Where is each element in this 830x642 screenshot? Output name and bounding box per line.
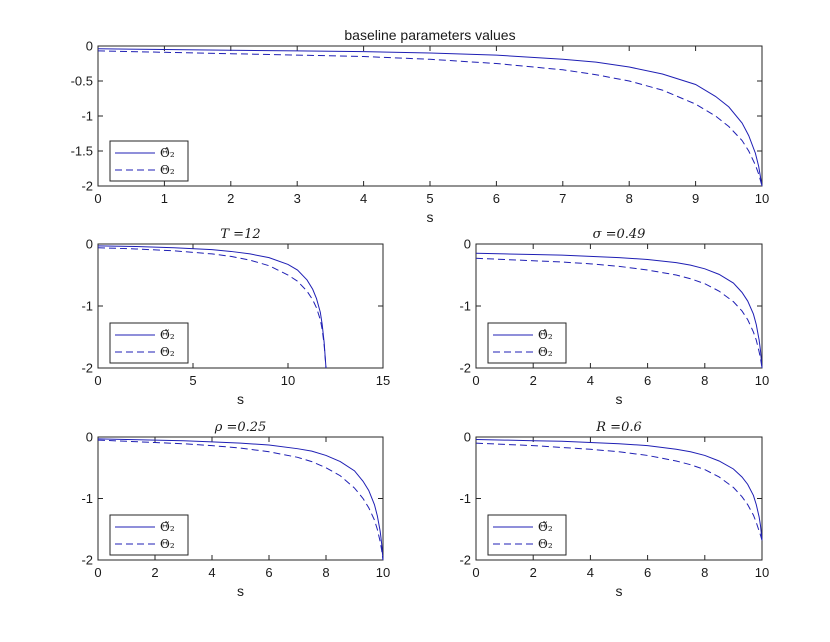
chart-title: baseline parameters values [344, 27, 515, 43]
x-tick-label: 8 [701, 373, 708, 388]
x-tick-label: 6 [265, 565, 272, 580]
legend-box [487, 322, 567, 364]
y-tick-label: -1 [459, 299, 471, 314]
chart-panel-4: 0 2 4 6 8 10 0 -1 -2 ρ =0.25 s Θ̃₂ Θ₂ [81, 420, 390, 599]
x-tick-label: 1 [161, 191, 168, 206]
y-tick-label: -2 [81, 179, 93, 194]
x-tick-label: 10 [376, 565, 390, 580]
y-tick-label: -1 [81, 491, 93, 506]
legend-box [487, 514, 567, 556]
y-tick-label: 0 [86, 430, 93, 445]
series-line-solid [475, 252, 763, 369]
x-tick-label: 2 [530, 565, 537, 580]
y-tick-label: -2 [459, 553, 471, 568]
legend-label: Θ₂ [538, 537, 553, 551]
y-tick-label: -2 [81, 361, 93, 376]
x-tick-label: 4 [587, 373, 594, 388]
legend-box [109, 322, 189, 364]
series-line-solid [97, 245, 327, 369]
x-tick-label: 3 [294, 191, 301, 206]
x-axis-label: s [237, 391, 244, 407]
series-line-dashed [475, 442, 763, 541]
x-tick-label: 6 [644, 373, 651, 388]
legend: Θ̂₂ Θ₂ [487, 322, 567, 364]
chart-panel-5: 0 2 4 6 8 10 0 -1 -2 R =0.6 s Θ̃₂ Θ₂ [459, 420, 769, 599]
legend-label: Θ₂ [160, 537, 175, 551]
x-tick-label: 4 [208, 565, 215, 580]
chart-panel-2: 0 5 10 15 0 -1 -2 T =12 s Θ̃₂ Θ₂ [81, 227, 390, 407]
x-tick-label: 8 [626, 191, 633, 206]
y-tick-label: -1 [459, 491, 471, 506]
chart-title: T =12 [220, 227, 260, 242]
x-tick-label: 6 [493, 191, 500, 206]
x-axis-label: s [616, 583, 623, 599]
chart-panel-3: 0 2 4 6 8 10 0 -1 -2 σ =0.49 s Θ̂₂ Θ₂ [459, 227, 769, 407]
x-tick-label: 7 [559, 191, 566, 206]
x-tick-label: 9 [692, 191, 699, 206]
series-line-dashed [97, 247, 327, 369]
chart-title: R =0.6 [595, 420, 642, 435]
x-tick-label: 2 [227, 191, 234, 206]
x-tick-label: 2 [151, 565, 158, 580]
x-tick-label: 4 [360, 191, 367, 206]
legend-box [109, 514, 189, 556]
legend: Θ̃₂ Θ₂ [109, 514, 189, 556]
x-axis-label: s [427, 209, 434, 225]
y-tick-label: -1 [81, 299, 93, 314]
legend-label: Θ₂ [160, 163, 175, 177]
chart-title: ρ =0.25 [214, 420, 267, 435]
legend-label: Θ₂ [538, 345, 553, 359]
series-line-solid [97, 438, 384, 561]
x-tick-label: 8 [701, 565, 708, 580]
legend-label: Θ̂₂ [160, 146, 175, 160]
legend-box [109, 140, 189, 182]
chart-title: σ =0.49 [593, 227, 646, 242]
x-tick-label: 5 [426, 191, 433, 206]
x-tick-label: 0 [472, 373, 479, 388]
series-line-dashed [97, 439, 384, 561]
y-tick-label: 0 [464, 430, 471, 445]
legend-label: Θ̂₂ [538, 328, 553, 342]
y-tick-label: 0 [86, 39, 93, 54]
axes-frame [97, 45, 763, 187]
legend: Θ̂₂ Θ₂ [109, 140, 189, 182]
chart-panel-1: 0 1 2 3 4 5 6 7 8 9 10 0 -0.5 -1 -1.5 -2 baseline parame… [71, 27, 770, 225]
x-tick-label: 0 [94, 373, 101, 388]
x-tick-label: 10 [281, 373, 295, 388]
x-tick-label: 6 [644, 565, 651, 580]
y-tick-label: -0.5 [71, 74, 93, 89]
series-line-solid [97, 48, 763, 187]
x-tick-label: 4 [587, 565, 594, 580]
x-tick-label: 0 [94, 191, 101, 206]
x-tick-label: 15 [376, 373, 390, 388]
x-tick-label: 10 [755, 373, 769, 388]
y-tick-label: 0 [86, 237, 93, 252]
series-line-solid [475, 438, 763, 541]
series-line-dashed [97, 50, 763, 187]
y-tick-label: -2 [459, 361, 471, 376]
x-tick-label: 10 [755, 565, 769, 580]
legend-label: Θ̃₂ [160, 328, 175, 342]
x-tick-label: 10 [755, 191, 769, 206]
x-tick-label: 2 [530, 373, 537, 388]
y-tick-label: -1.5 [71, 144, 93, 159]
legend-label: Θ̃₂ [538, 520, 553, 534]
x-tick-label: 0 [472, 565, 479, 580]
y-tick-label: 0 [464, 237, 471, 252]
x-tick-label: 5 [189, 373, 196, 388]
x-axis-label: s [616, 391, 623, 407]
x-axis-label: s [237, 583, 244, 599]
x-tick-label: 8 [322, 565, 329, 580]
legend: Θ̃₂ Θ₂ [109, 322, 189, 364]
legend-label: Θ̃₂ [160, 520, 175, 534]
legend-label: Θ₂ [160, 345, 175, 359]
x-tick-label: 0 [94, 565, 101, 580]
y-tick-label: -2 [81, 553, 93, 568]
legend: Θ̃₂ Θ₂ [487, 514, 567, 556]
series-line-dashed [475, 257, 763, 369]
y-tick-label: -1 [81, 109, 93, 124]
